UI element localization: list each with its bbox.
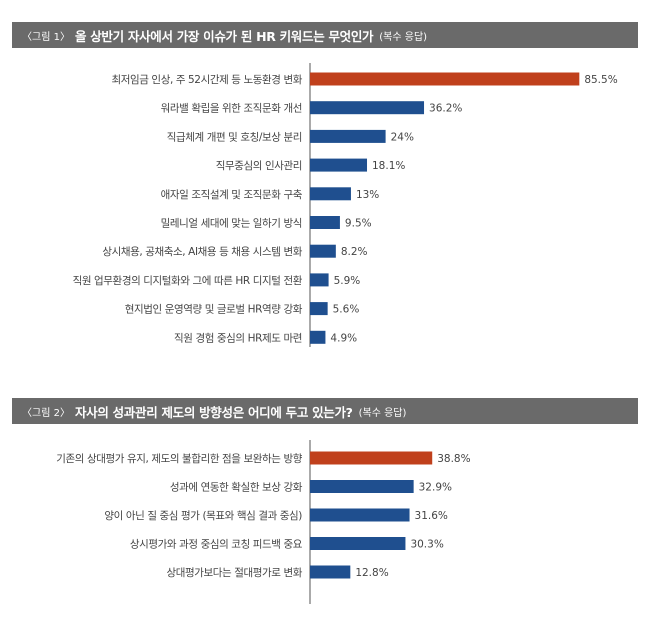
figure-1-title: 올 상반기 자사에서 가장 이슈가 된 HR 키워드는 무엇인가 <box>74 28 374 44</box>
figure-2-chart: 기존의 상대평가 유지, 제도의 불합리한 점을 보완하는 방향 38.8% 성과에… <box>56 440 471 604</box>
figure-1-category-label: 직원 업무환경의 디지털화와 그에 따른 HR 디지털 전환 <box>73 274 303 287</box>
figure-1-category-label: 직원 경험 중심의 HR제도 마련 <box>174 331 302 344</box>
figure-2-label: 〈그림 2〉 <box>22 407 70 419</box>
figure-1-bar <box>310 129 386 143</box>
figure-1-category-label: 워라밸 확립을 위한 조직문화 개선 <box>161 102 302 115</box>
figure-1-value-label: 36.2% <box>429 103 462 115</box>
figure-2-value-label: 12.8% <box>355 567 388 579</box>
figure-1-bar <box>310 158 368 172</box>
figure-1-category-label: 직급체계 개편 및 호칭/보상 분리 <box>167 130 302 143</box>
figure-2-bar <box>310 451 433 465</box>
figure-2-bar <box>310 565 351 579</box>
figure-1-bar <box>310 273 329 287</box>
figure-2-bar <box>310 537 406 550</box>
figure-2-value-label: 31.6% <box>415 510 448 522</box>
figure-1-category-label: 밀레니얼 세대에 맞는 일하기 방식 <box>161 217 302 230</box>
figure-2-category-label: 성과에 연동한 확실한 보상 강화 <box>170 481 303 494</box>
figure-1-bar <box>310 244 336 258</box>
figure-1-category-label: 상시채용, 공채축소, AI채용 등 채용 시스템 변화 <box>102 246 302 258</box>
figure-2-bar <box>310 508 410 522</box>
figure-2-category-label: 기존의 상대평가 유지, 제도의 불합리한 점을 보완하는 방향 <box>56 452 302 465</box>
figure-1-value-label: 13% <box>356 189 379 201</box>
figure-1-chart: 최저임금 인상, 주 52시간제 등 노동환경 변화 85.5% 워라밸 확립을 위… <box>73 63 618 347</box>
figure-1-value-label: 8.2% <box>341 246 368 258</box>
figure-2-category-label: 양이 아닌 질 중심 평가 (목표와 핵심 결과 중심) <box>104 510 302 522</box>
figure-1-value-label: 5.6% <box>333 304 360 316</box>
figure-2-bar <box>310 480 414 493</box>
figure-1-value-label: 9.5% <box>345 218 372 230</box>
figure-1-bar <box>310 330 326 344</box>
figure-1-value-label: 24% <box>391 131 414 143</box>
figure-1-header: 〈그림 1〉 올 상반기 자사에서 가장 이슈가 된 HR 키워드는 무엇인가 … <box>12 22 638 48</box>
figure-1-category-label: 최저임금 인상, 주 52시간제 등 노동환경 변화 <box>111 73 302 86</box>
figure-1-category-label: 직무중심의 인사관리 <box>216 160 302 172</box>
figure-2-category-label: 상시평가와 과정 중심의 코칭 피드백 중요 <box>130 539 303 551</box>
figure-2-value-label: 32.9% <box>419 482 452 494</box>
figure-2-value-label: 30.3% <box>410 539 443 551</box>
figure-1-category-label: 애자일 조직설계 및 조직문화 구축 <box>161 188 303 201</box>
figure-1-bar <box>310 187 351 201</box>
figure-1-value-label: 5.9% <box>334 275 361 287</box>
figure-1-value-label: 85.5% <box>584 74 617 86</box>
figure-1-bar <box>310 101 425 115</box>
figure-1-bar <box>310 302 328 316</box>
figure-1-note: (복수 응답) <box>379 31 428 43</box>
figure-1-category-label: 현지법인 운영역량 및 글로벌 HR역량 강화 <box>125 304 303 316</box>
figure-1-value-label: 18.1% <box>372 160 405 172</box>
figure-1-label: 〈그림 1〉 <box>22 31 70 43</box>
figure-1-value-label: 4.9% <box>330 332 357 344</box>
figure-2-header: 〈그림 2〉 자사의 성과관리 제도의 방향성은 어디에 두고 있는가? (복수… <box>12 398 638 424</box>
figure-2-note: (복수 응답) <box>358 407 407 419</box>
figure-2-value-label: 38.8% <box>437 453 470 465</box>
figure-2-title: 자사의 성과관리 제도의 방향성은 어디에 두고 있는가? <box>74 404 353 420</box>
figure-2-category-label: 상대평가보다는 절대평가로 변화 <box>166 566 302 579</box>
figure-1-bar <box>310 72 580 86</box>
figure-1-bar <box>310 216 340 229</box>
